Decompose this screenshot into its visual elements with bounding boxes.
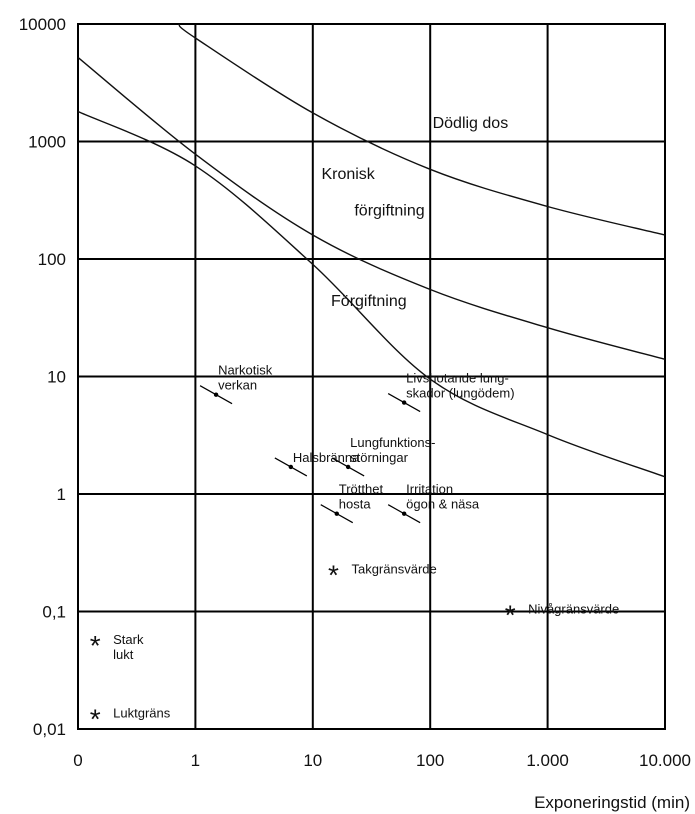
x-tick-label: 1: [191, 751, 200, 770]
grid: [77, 23, 666, 730]
x-tick-label: 10: [303, 751, 322, 770]
x-tick-label: 0: [73, 751, 82, 770]
effect-dot: [345, 464, 351, 470]
marker-label: lukt: [113, 647, 134, 662]
effect-label: verkan: [218, 378, 257, 393]
effect-dot: [401, 511, 407, 516]
y-tick-label: 100: [38, 250, 66, 269]
effect-label: Lungfunktions-: [350, 435, 435, 450]
x-tick-label: 100: [416, 751, 444, 770]
x-tick-label: 10.000: [639, 751, 691, 770]
region-label: Dödlig dos: [433, 115, 509, 132]
asterisk-icon: *: [90, 630, 101, 661]
effect-dot: [213, 392, 219, 397]
curves: [77, 23, 666, 478]
y-tick-label: 1000: [28, 133, 66, 152]
y-tick-label: 10000: [19, 15, 66, 34]
x-tick-label: 1.000: [526, 751, 569, 770]
x-axis-label: Exponeringstid (min): [534, 793, 690, 812]
effect-label: Halsbränna: [293, 450, 360, 465]
effect-label: störningar: [350, 450, 408, 465]
y-tick-label: 0,1: [42, 603, 66, 622]
marker-label: Stark: [113, 632, 144, 647]
curve-line: [77, 56, 666, 360]
region-label: förgiftning: [354, 202, 424, 219]
effect-dot: [334, 511, 339, 516]
region-labels: Dödlig dos Kronisk förgiftning Förgiftning: [321, 115, 508, 310]
y-tick-label: 10: [47, 368, 66, 387]
effect-dot: [401, 400, 407, 405]
region-label: Förgiftning: [331, 293, 407, 310]
asterisk-icon: *: [505, 600, 516, 631]
region-label: Kronisk: [321, 166, 375, 183]
marker-label: Takgränsvärde: [351, 561, 436, 576]
effect-label: Narkotisk: [218, 363, 273, 378]
curve-line: [178, 23, 666, 236]
effect-label: Trötthet: [339, 482, 384, 497]
effect-label: Irritation: [406, 482, 453, 497]
y-tick-label: 0,01: [33, 720, 66, 739]
tick-labels: 0 1 10 100 1.000 10.000 0,01 0,1 1 10 100 1000 10000: [19, 15, 691, 770]
effect-label: Livshotande lung-: [406, 371, 509, 386]
effect-label: hosta: [339, 497, 372, 512]
marker-label: Luktgräns: [113, 706, 171, 721]
y-tick-label: 1: [57, 485, 66, 504]
marker-label: Nivågränsvärde: [528, 602, 619, 617]
curve-line: [77, 110, 666, 478]
asterisk-icon: *: [328, 559, 339, 590]
effect-label: ögon & näsa: [406, 497, 480, 512]
asterisk-icon: *: [90, 704, 101, 735]
effect-dot: [288, 464, 294, 470]
effect-label: skador (lungödem): [406, 386, 514, 401]
